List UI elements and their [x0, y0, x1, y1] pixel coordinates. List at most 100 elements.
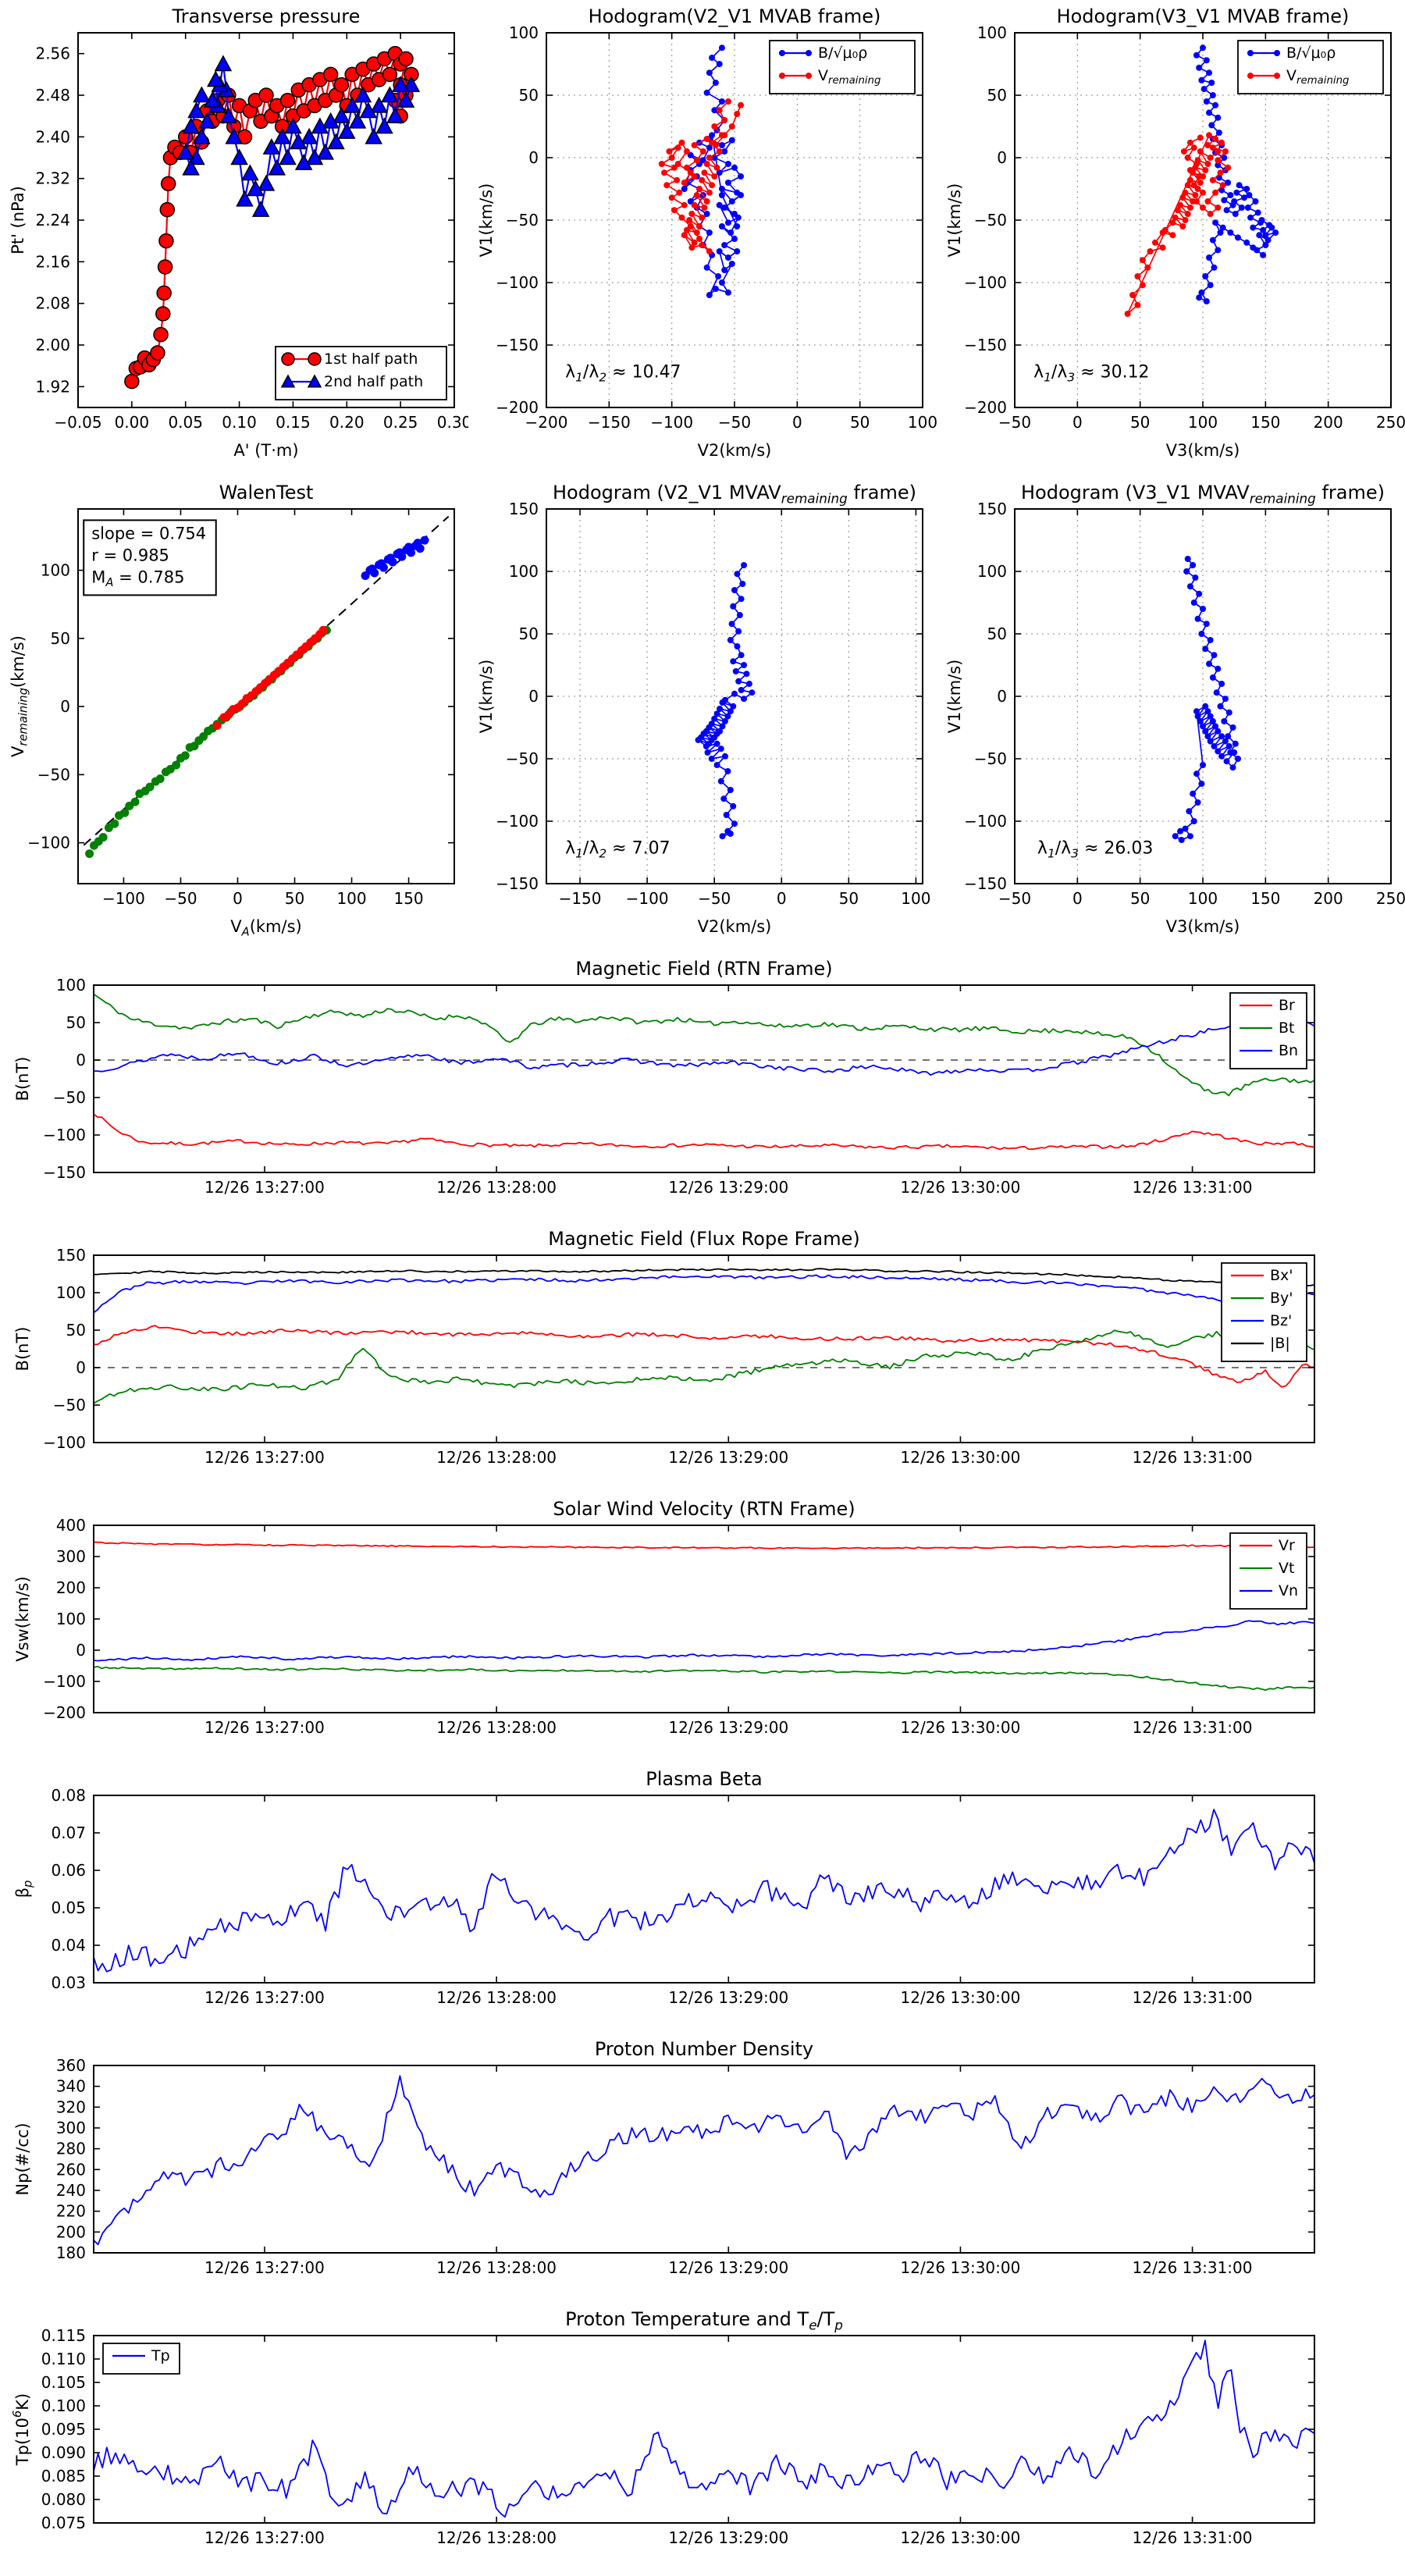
svg-text:−150: −150 [496, 336, 539, 354]
svg-text:400: 400 [56, 1516, 86, 1535]
svg-text:Transverse pressure: Transverse pressure [172, 5, 361, 27]
svg-text:100: 100 [977, 23, 1007, 42]
svg-text:0.07: 0.07 [51, 1823, 86, 1842]
svg-text:−50: −50 [718, 413, 751, 432]
svg-text:12/26 13:28:00: 12/26 13:28:00 [436, 1178, 557, 1197]
svg-text:V1(km/s): V1(km/s) [945, 660, 964, 734]
svg-text:100: 100 [1188, 413, 1218, 432]
svg-text:−200: −200 [496, 398, 539, 417]
svg-text:180: 180 [56, 2243, 86, 2262]
svg-text:12/26 13:27:00: 12/26 13:27:00 [205, 1448, 325, 1467]
svg-text:Hodogram(V3_V1 MVAB frame): Hodogram(V3_V1 MVAB frame) [1057, 5, 1350, 27]
svg-text:0.04: 0.04 [51, 1936, 86, 1955]
svg-text:−100: −100 [43, 1672, 86, 1691]
panel-hodogram-v3v1-mvav: −50 0 50 100 150 200 250 −150 −100 −50 0 50 100 150 Ho… [937, 476, 1405, 952]
svg-text:A' (T·m): A' (T·m) [233, 441, 298, 460]
svg-text:0.20: 0.20 [329, 413, 365, 432]
panel-plasma-beta: 12/26 13:27:00 12/26 13:28:00 12/26 13:29:… [0, 1763, 1405, 2033]
svg-text:100: 100 [56, 976, 86, 994]
svg-text:−100: −100 [964, 812, 1007, 831]
svg-text:0.105: 0.105 [41, 2373, 86, 2392]
svg-text:0: 0 [1072, 413, 1083, 432]
svg-text:100: 100 [41, 561, 70, 580]
svg-text:−200: −200 [964, 398, 1007, 417]
svg-text:−50: −50 [506, 749, 539, 768]
svg-text:2.24: 2.24 [35, 211, 70, 229]
svg-text:Vremaining(km/s): Vremaining(km/s) [9, 635, 30, 757]
svg-text:V2(km/s): V2(km/s) [698, 917, 772, 936]
svg-text:Proton Temperature and Te/Tp: Proton Temperature and Te/Tp [565, 2308, 843, 2332]
svg-text:0.05: 0.05 [51, 1898, 86, 1917]
svg-text:0: 0 [997, 148, 1007, 167]
svg-text:150: 150 [1250, 889, 1280, 908]
svg-text:12/26 13:29:00: 12/26 13:29:00 [668, 1178, 788, 1197]
svg-text:1.92: 1.92 [35, 377, 70, 396]
svg-text:Vremaining: Vremaining [818, 67, 880, 87]
svg-text:Hodogram (V2_V1 MVAVremaining: Hodogram (V2_V1 MVAVremaining frame) [553, 482, 916, 506]
svg-text:12/26 13:31:00: 12/26 13:31:00 [1133, 2258, 1253, 2277]
panel-mag-rtn: 12/26 13:27:00 12/26 13:28:00 12/26 13:29:… [0, 952, 1405, 1222]
svg-text:0.08: 0.08 [51, 1786, 86, 1805]
svg-text:2.08: 2.08 [35, 294, 70, 313]
svg-text:50: 50 [519, 86, 539, 105]
svg-text:1st half path: 1st half path [324, 350, 418, 368]
svg-text:12/26 13:27:00: 12/26 13:27:00 [205, 2258, 325, 2277]
svg-text:−100: −100 [43, 1433, 86, 1452]
svg-text:100: 100 [56, 1283, 86, 1302]
svg-text:12/26 13:28:00: 12/26 13:28:00 [436, 1448, 557, 1467]
svg-text:Tp: Tp [151, 2347, 170, 2364]
svg-text:−150: −150 [964, 874, 1007, 893]
svg-text:200: 200 [56, 1578, 86, 1597]
svg-text:12/26 13:28:00: 12/26 13:28:00 [436, 2258, 557, 2277]
svg-text:12/26 13:31:00: 12/26 13:31:00 [1133, 1448, 1253, 1467]
svg-text:0.080: 0.080 [41, 2490, 86, 2509]
svg-text:12/26 13:30:00: 12/26 13:30:00 [901, 1178, 1021, 1197]
panel-hodogram-v3v1-mvab: −50 0 50 100 150 200 250 −200 −150 −100 −50 0 50 100 H… [937, 0, 1405, 476]
svg-text:B(nT): B(nT) [13, 1327, 32, 1372]
svg-text:12/26 13:29:00: 12/26 13:29:00 [668, 2258, 788, 2277]
svg-text:−100: −100 [496, 273, 539, 292]
svg-text:−50: −50 [974, 211, 1007, 229]
svg-text:50: 50 [66, 1321, 86, 1340]
svg-text:12/26 13:29:00: 12/26 13:29:00 [668, 1988, 788, 2007]
svg-text:0.05: 0.05 [168, 413, 203, 432]
svg-text:12/26 13:28:00: 12/26 13:28:00 [436, 2528, 557, 2547]
svg-text:−50: −50 [506, 211, 539, 229]
svg-text:150: 150 [56, 1246, 86, 1265]
svg-text:0.15: 0.15 [276, 413, 311, 432]
svg-text:V1(km/s): V1(km/s) [477, 183, 496, 258]
svg-text:−200: −200 [43, 1703, 86, 1722]
svg-text:Np(#/cc): Np(#/cc) [13, 2122, 32, 2195]
svg-text:λ1/λ2 ≈ 7.07: λ1/λ2 ≈ 7.07 [565, 839, 670, 861]
svg-text:150: 150 [1250, 413, 1280, 432]
svg-text:12/26 13:29:00: 12/26 13:29:00 [668, 2528, 788, 2547]
svg-text:B/√μ₀ρ: B/√μ₀ρ [818, 44, 867, 62]
svg-text:0.095: 0.095 [41, 2420, 86, 2439]
svg-text:12/26 13:28:00: 12/26 13:28:00 [436, 1718, 557, 1737]
svg-text:150: 150 [977, 500, 1007, 518]
svg-text:−50: −50 [974, 749, 1007, 768]
panel-proton-temp: 12/26 13:27:00 12/26 13:28:00 12/26 13:29:… [0, 2303, 1405, 2573]
svg-text:Vr: Vr [1279, 1537, 1295, 1554]
svg-text:Pt' (nPa): Pt' (nPa) [9, 186, 27, 254]
svg-text:−50: −50 [37, 765, 70, 784]
svg-text:Proton Number Density: Proton Number Density [595, 2038, 813, 2060]
svg-text:360: 360 [56, 2056, 86, 2075]
svg-text:100: 100 [908, 413, 937, 432]
svg-text:Bt: Bt [1279, 1019, 1294, 1037]
svg-text:12/26 13:28:00: 12/26 13:28:00 [436, 1988, 557, 2007]
svg-text:Magnetic Field (Flux Rope Fram: Magnetic Field (Flux Rope Frame) [548, 1228, 859, 1250]
svg-text:Vsw(km/s): Vsw(km/s) [13, 1576, 32, 1662]
svg-text:Bz': Bz' [1270, 1312, 1292, 1329]
svg-text:12/26 13:27:00: 12/26 13:27:00 [205, 1178, 325, 1197]
svg-text:0.085: 0.085 [41, 2467, 86, 2485]
svg-text:150: 150 [393, 889, 423, 908]
svg-text:−100: −100 [43, 1126, 86, 1144]
svg-text:V2(km/s): V2(km/s) [698, 441, 772, 460]
svg-text:0: 0 [76, 1641, 86, 1660]
svg-text:2.32: 2.32 [35, 169, 70, 188]
panel-mag-fluxrope: 12/26 13:27:00 12/26 13:28:00 12/26 13:29:… [0, 1222, 1405, 1493]
svg-text:−50: −50 [998, 413, 1031, 432]
svg-text:100: 100 [977, 562, 1007, 581]
svg-text:Bn: Bn [1279, 1042, 1298, 1059]
